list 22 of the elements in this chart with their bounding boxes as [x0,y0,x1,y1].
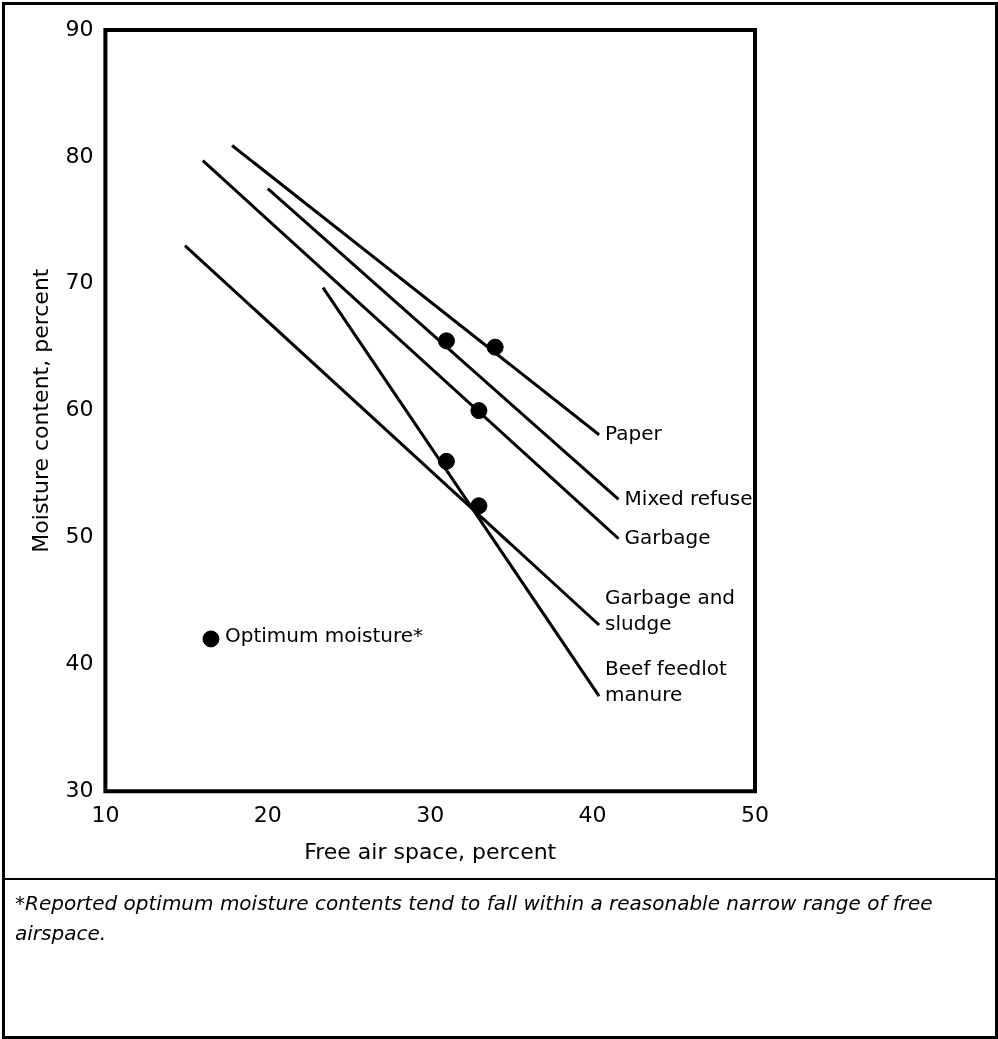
y-tick-label: 80 [65,142,94,168]
y-tick-label: 60 [65,396,94,422]
text: *Reported optimum moisture contents tend to fall within a reasonable narrow range of free airspace. [5,878,995,956]
x-tick-label: 50 [741,802,769,828]
y-tick-label: 90 [65,15,94,41]
y-tick-label: 40 [65,650,94,676]
series-label: Garbage [624,524,711,549]
x-axis-title: Free air space, percent [304,838,557,864]
x-tick-label: 40 [578,802,607,828]
series-label: Mixed refuse [624,485,753,510]
x-tick-label: 30 [416,802,445,828]
point [202,630,220,648]
x-tick-label: 20 [253,802,282,828]
series-label: Paper [605,420,663,445]
y-axis-title: Moisture content, percent [27,268,53,553]
series-label: Optimum moisture* [224,623,424,648]
series-label: Beef feedlot manure [605,656,727,707]
y-tick-label: 30 [65,776,94,802]
x-tick-label: 10 [91,802,120,828]
y-tick-label: 50 [65,523,94,549]
series-label: Garbage and sludge [605,585,736,636]
y-tick-label: 70 [65,269,94,295]
